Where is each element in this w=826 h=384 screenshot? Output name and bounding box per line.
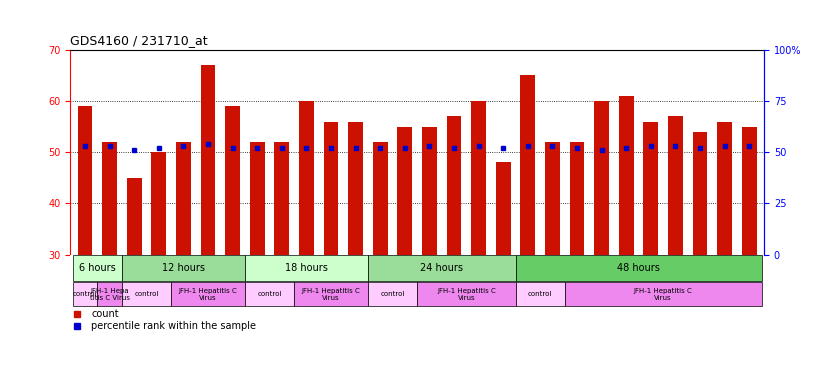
Bar	[102, 142, 117, 255]
Bar	[545, 142, 560, 255]
Bar	[73, 255, 122, 281]
Text: 24 hours: 24 hours	[420, 263, 463, 273]
Bar	[244, 282, 294, 306]
Text: JFH-1 Hepatitis C
Virus: JFH-1 Hepatitis C Virus	[301, 288, 360, 301]
Bar	[515, 255, 762, 281]
Bar	[299, 101, 314, 255]
Text: control: control	[380, 291, 405, 297]
Text: JFH-1 Hepatitis C
Virus: JFH-1 Hepatitis C Virus	[178, 288, 237, 301]
Bar	[496, 162, 510, 255]
Bar	[397, 127, 412, 255]
Bar	[619, 96, 634, 255]
Bar	[594, 101, 609, 255]
Bar	[171, 282, 244, 306]
Text: JFH-1 Hepatitis C
Virus: JFH-1 Hepatitis C Virus	[437, 288, 496, 301]
Bar	[570, 142, 585, 255]
Bar	[565, 282, 762, 306]
Text: JFH-1 Hepatitis C
Virus: JFH-1 Hepatitis C Virus	[634, 288, 692, 301]
Text: control: control	[135, 291, 159, 297]
Bar	[368, 255, 515, 281]
Bar	[693, 132, 707, 255]
Bar	[717, 121, 732, 255]
Bar	[368, 282, 417, 306]
Bar	[122, 282, 171, 306]
Text: count: count	[91, 310, 119, 319]
Bar	[244, 255, 368, 281]
Text: JFH-1 Hepa
titis C Virus: JFH-1 Hepa titis C Virus	[89, 288, 130, 301]
Text: control: control	[73, 291, 97, 297]
Bar	[447, 116, 462, 255]
Bar	[249, 142, 264, 255]
Bar	[373, 142, 387, 255]
Text: percentile rank within the sample: percentile rank within the sample	[91, 321, 256, 331]
Bar	[201, 65, 216, 255]
Bar	[520, 76, 535, 255]
Bar	[742, 127, 757, 255]
Bar	[349, 121, 363, 255]
Text: control: control	[528, 291, 553, 297]
Bar	[151, 152, 166, 255]
Bar	[176, 142, 191, 255]
Text: control: control	[258, 291, 282, 297]
Bar	[643, 121, 658, 255]
Bar	[97, 282, 122, 306]
Text: 18 hours: 18 hours	[285, 263, 328, 273]
Bar	[668, 116, 683, 255]
Text: 6 hours: 6 hours	[79, 263, 116, 273]
Bar	[472, 101, 486, 255]
Bar	[274, 142, 289, 255]
Bar	[294, 282, 368, 306]
Bar	[324, 121, 339, 255]
Bar	[78, 106, 93, 255]
Bar	[422, 127, 437, 255]
Bar	[225, 106, 240, 255]
Text: 12 hours: 12 hours	[162, 263, 205, 273]
Bar	[127, 178, 141, 255]
Bar	[515, 282, 565, 306]
Bar	[417, 282, 515, 306]
Bar	[73, 282, 97, 306]
Bar	[122, 255, 244, 281]
Text: GDS4160 / 231710_at: GDS4160 / 231710_at	[70, 34, 208, 47]
Text: 48 hours: 48 hours	[617, 263, 660, 273]
